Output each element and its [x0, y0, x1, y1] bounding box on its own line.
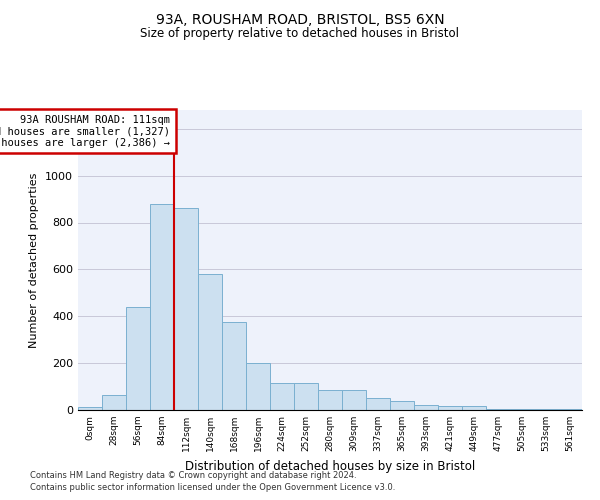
Bar	[294, 383, 318, 410]
Bar	[246, 363, 270, 410]
Text: Contains public sector information licensed under the Open Government Licence v3: Contains public sector information licen…	[30, 484, 395, 492]
Bar	[318, 390, 342, 410]
Bar	[558, 409, 582, 410]
Text: Size of property relative to detached houses in Bristol: Size of property relative to detached ho…	[140, 28, 460, 40]
Bar	[390, 400, 414, 410]
Y-axis label: Number of detached properties: Number of detached properties	[29, 172, 40, 348]
Bar	[78, 407, 102, 410]
Bar	[462, 406, 486, 410]
Bar	[342, 390, 366, 410]
Bar	[270, 383, 294, 410]
Bar	[174, 208, 198, 410]
Bar	[150, 204, 174, 410]
Bar	[366, 398, 390, 410]
Bar	[102, 395, 126, 410]
Bar	[414, 405, 438, 410]
Bar	[198, 274, 222, 410]
Text: Contains HM Land Registry data © Crown copyright and database right 2024.: Contains HM Land Registry data © Crown c…	[30, 471, 356, 480]
X-axis label: Distribution of detached houses by size in Bristol: Distribution of detached houses by size …	[185, 460, 475, 472]
Bar	[126, 307, 150, 410]
Text: 93A, ROUSHAM ROAD, BRISTOL, BS5 6XN: 93A, ROUSHAM ROAD, BRISTOL, BS5 6XN	[155, 12, 445, 26]
Text: 93A ROUSHAM ROAD: 111sqm
← 36% of detached houses are smaller (1,327)
64% of sem: 93A ROUSHAM ROAD: 111sqm ← 36% of detach…	[0, 114, 170, 148]
Bar	[486, 409, 510, 410]
Bar	[510, 409, 534, 410]
Bar	[438, 406, 462, 410]
Bar	[534, 409, 558, 410]
Bar	[222, 322, 246, 410]
